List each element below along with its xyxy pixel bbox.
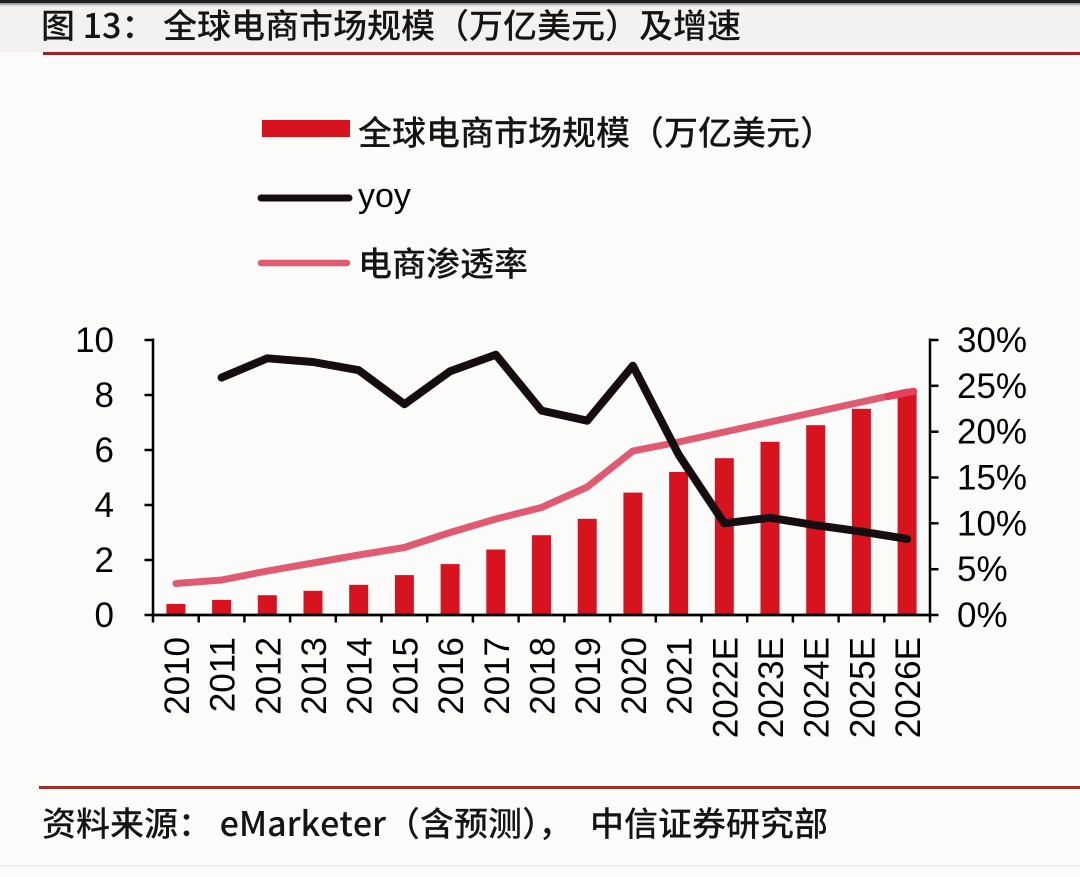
svg-text:25%: 25% bbox=[957, 367, 1027, 406]
svg-text:yoy: yoy bbox=[358, 177, 411, 215]
svg-text:2024E: 2024E bbox=[798, 637, 837, 738]
svg-text:0: 0 bbox=[95, 596, 114, 635]
svg-text:2023E: 2023E bbox=[752, 637, 791, 738]
svg-text:2026E: 2026E bbox=[889, 637, 928, 738]
svg-text:30%: 30% bbox=[957, 321, 1027, 360]
svg-text:10: 10 bbox=[75, 321, 114, 360]
svg-text:2025E: 2025E bbox=[843, 637, 882, 738]
svg-text:20%: 20% bbox=[957, 413, 1027, 452]
svg-text:2016: 2016 bbox=[432, 637, 471, 715]
svg-text:2010: 2010 bbox=[158, 637, 197, 715]
svg-text:2018: 2018 bbox=[524, 637, 563, 715]
svg-text:15%: 15% bbox=[957, 459, 1027, 498]
svg-text:0%: 0% bbox=[957, 596, 1008, 635]
svg-text:2014: 2014 bbox=[341, 637, 380, 715]
svg-text:5%: 5% bbox=[957, 550, 1008, 589]
svg-text:2022E: 2022E bbox=[706, 637, 745, 738]
svg-text:2: 2 bbox=[95, 541, 114, 580]
svg-text:4: 4 bbox=[95, 486, 114, 525]
svg-text:6: 6 bbox=[95, 431, 114, 470]
svg-text:8: 8 bbox=[95, 376, 114, 415]
svg-text:10%: 10% bbox=[957, 504, 1027, 543]
svg-text:2019: 2019 bbox=[569, 637, 608, 715]
svg-text:2011: 2011 bbox=[204, 637, 243, 712]
svg-text:2017: 2017 bbox=[478, 637, 517, 715]
svg-text:2015: 2015 bbox=[386, 637, 425, 715]
svg-text:2020: 2020 bbox=[615, 637, 654, 715]
svg-text:2012: 2012 bbox=[249, 637, 288, 715]
svg-text:2021: 2021 bbox=[661, 637, 700, 715]
svg-text:2013: 2013 bbox=[295, 637, 334, 715]
